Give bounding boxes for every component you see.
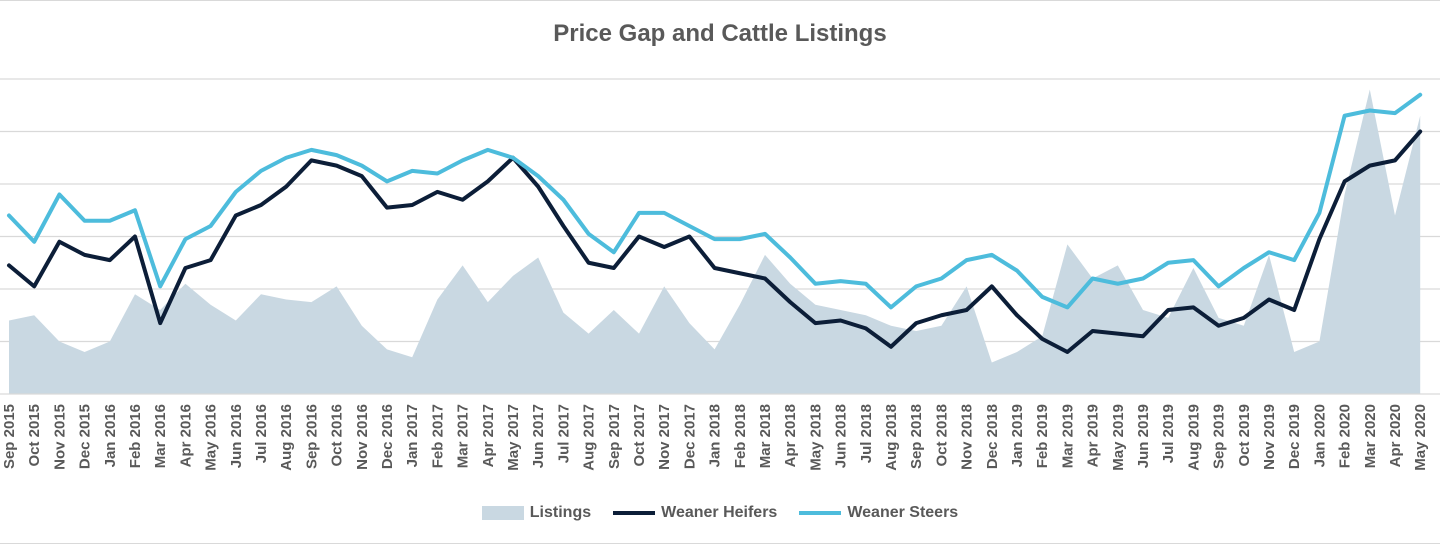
x-tick-label: Jun 2016 <box>228 404 245 468</box>
x-tick-label: Feb 2017 <box>429 404 446 468</box>
x-tick-label: Jan 2018 <box>707 404 724 467</box>
legend-label-listings: Listings <box>529 504 592 521</box>
x-tick-label: Apr 2019 <box>1085 404 1102 467</box>
x-tick-label: Jan 2016 <box>102 404 119 467</box>
x-tick-label: Feb 2018 <box>732 404 749 468</box>
legend-item-listings: Listings <box>481 504 592 522</box>
x-tick-label: Apr 2018 <box>782 404 799 467</box>
x-tick-label: Mar 2019 <box>1059 404 1076 468</box>
legend-item-weaner-heifers: Weaner Heifers <box>613 504 777 522</box>
x-tick-label: Nov 2018 <box>959 404 976 470</box>
x-tick-label: Dec 2017 <box>681 404 698 469</box>
x-tick-label: Nov 2017 <box>656 404 673 470</box>
legend: Listings Weaner Heifers Weaner Steers <box>0 504 1440 522</box>
legend-swatch-weaner-heifers <box>613 511 656 515</box>
x-tick-label: Jul 2018 <box>858 404 875 463</box>
x-tick-label: Aug 2016 <box>278 404 295 471</box>
x-tick-label: Oct 2017 <box>631 404 648 467</box>
x-tick-label: Aug 2017 <box>581 404 598 471</box>
x-tick-label: Feb 2019 <box>1034 404 1051 468</box>
x-tick-label: May 2016 <box>203 404 220 471</box>
x-tick-label: Sep 2017 <box>606 404 623 469</box>
x-tick-label: Jul 2016 <box>253 404 270 463</box>
x-tick-label: Aug 2018 <box>883 404 900 471</box>
x-tick-label: Oct 2018 <box>933 404 950 467</box>
x-tick-label: May 2020 <box>1412 404 1429 471</box>
x-tick-label: May 2019 <box>1110 404 1127 471</box>
x-tick-label: Jan 2017 <box>404 404 421 467</box>
x-tick-label: Aug 2019 <box>1185 404 1202 471</box>
top-border <box>0 0 1440 1</box>
x-tick-label: Nov 2016 <box>354 404 371 470</box>
x-tick-label: Dec 2019 <box>1286 404 1303 469</box>
x-tick-label: Mar 2020 <box>1362 404 1379 468</box>
x-tick-label: Sep 2019 <box>1211 404 1228 469</box>
x-tick-label: Apr 2016 <box>177 404 194 467</box>
x-tick-label: Jul 2019 <box>1160 404 1177 463</box>
x-tick-label: Mar 2018 <box>757 404 774 468</box>
series-area-listings <box>9 89 1421 394</box>
x-tick-label: Jun 2019 <box>1135 404 1152 468</box>
x-tick-label: Oct 2016 <box>329 404 346 467</box>
x-tick-label: Oct 2015 <box>26 404 43 467</box>
legend-item-weaner-steers: Weaner Steers <box>799 504 958 522</box>
x-tick-label: Mar 2017 <box>455 404 472 468</box>
x-tick-label: Dec 2015 <box>77 404 94 469</box>
x-tick-label: Apr 2020 <box>1387 404 1404 467</box>
x-tick-label: Mar 2016 <box>152 404 169 468</box>
x-tick-label: Nov 2019 <box>1261 404 1278 470</box>
x-tick-label: Jun 2017 <box>530 404 547 468</box>
x-tick-label: Sep 2018 <box>908 404 925 469</box>
x-tick-label: May 2017 <box>505 404 522 471</box>
x-tick-label: Feb 2016 <box>127 404 144 468</box>
chart-title: Price Gap and Cattle Listings <box>553 20 887 47</box>
legend-swatch-listings <box>481 506 524 520</box>
x-tick-label: Apr 2017 <box>480 404 497 467</box>
x-tick-label: May 2018 <box>807 404 824 471</box>
legend-swatch-weaner-steers <box>799 511 842 515</box>
x-tick-label: Nov 2015 <box>51 404 68 470</box>
legend-label-weaner-heifers: Weaner Heifers <box>661 504 778 521</box>
x-tick-label: Sep 2016 <box>303 404 320 469</box>
x-tick-label: Sep 2015 <box>1 404 18 469</box>
x-tick-label: Dec 2016 <box>379 404 396 469</box>
series-line-weaner-steers <box>7 92 1423 310</box>
x-tick-label: Jan 2019 <box>1009 404 1026 467</box>
series-line-weaner-heifers <box>7 129 1423 354</box>
x-tick-label: Dec 2018 <box>984 404 1001 469</box>
x-tick-label: Jul 2017 <box>555 404 572 463</box>
bottom-border <box>0 543 1440 544</box>
legend-label-weaner-steers: Weaner Steers <box>847 504 959 521</box>
x-tick-label: Oct 2019 <box>1236 404 1253 467</box>
x-tick-label: Feb 2020 <box>1337 404 1354 468</box>
x-tick-label: Jun 2018 <box>833 404 850 468</box>
x-tick-label: Jan 2020 <box>1311 404 1328 467</box>
